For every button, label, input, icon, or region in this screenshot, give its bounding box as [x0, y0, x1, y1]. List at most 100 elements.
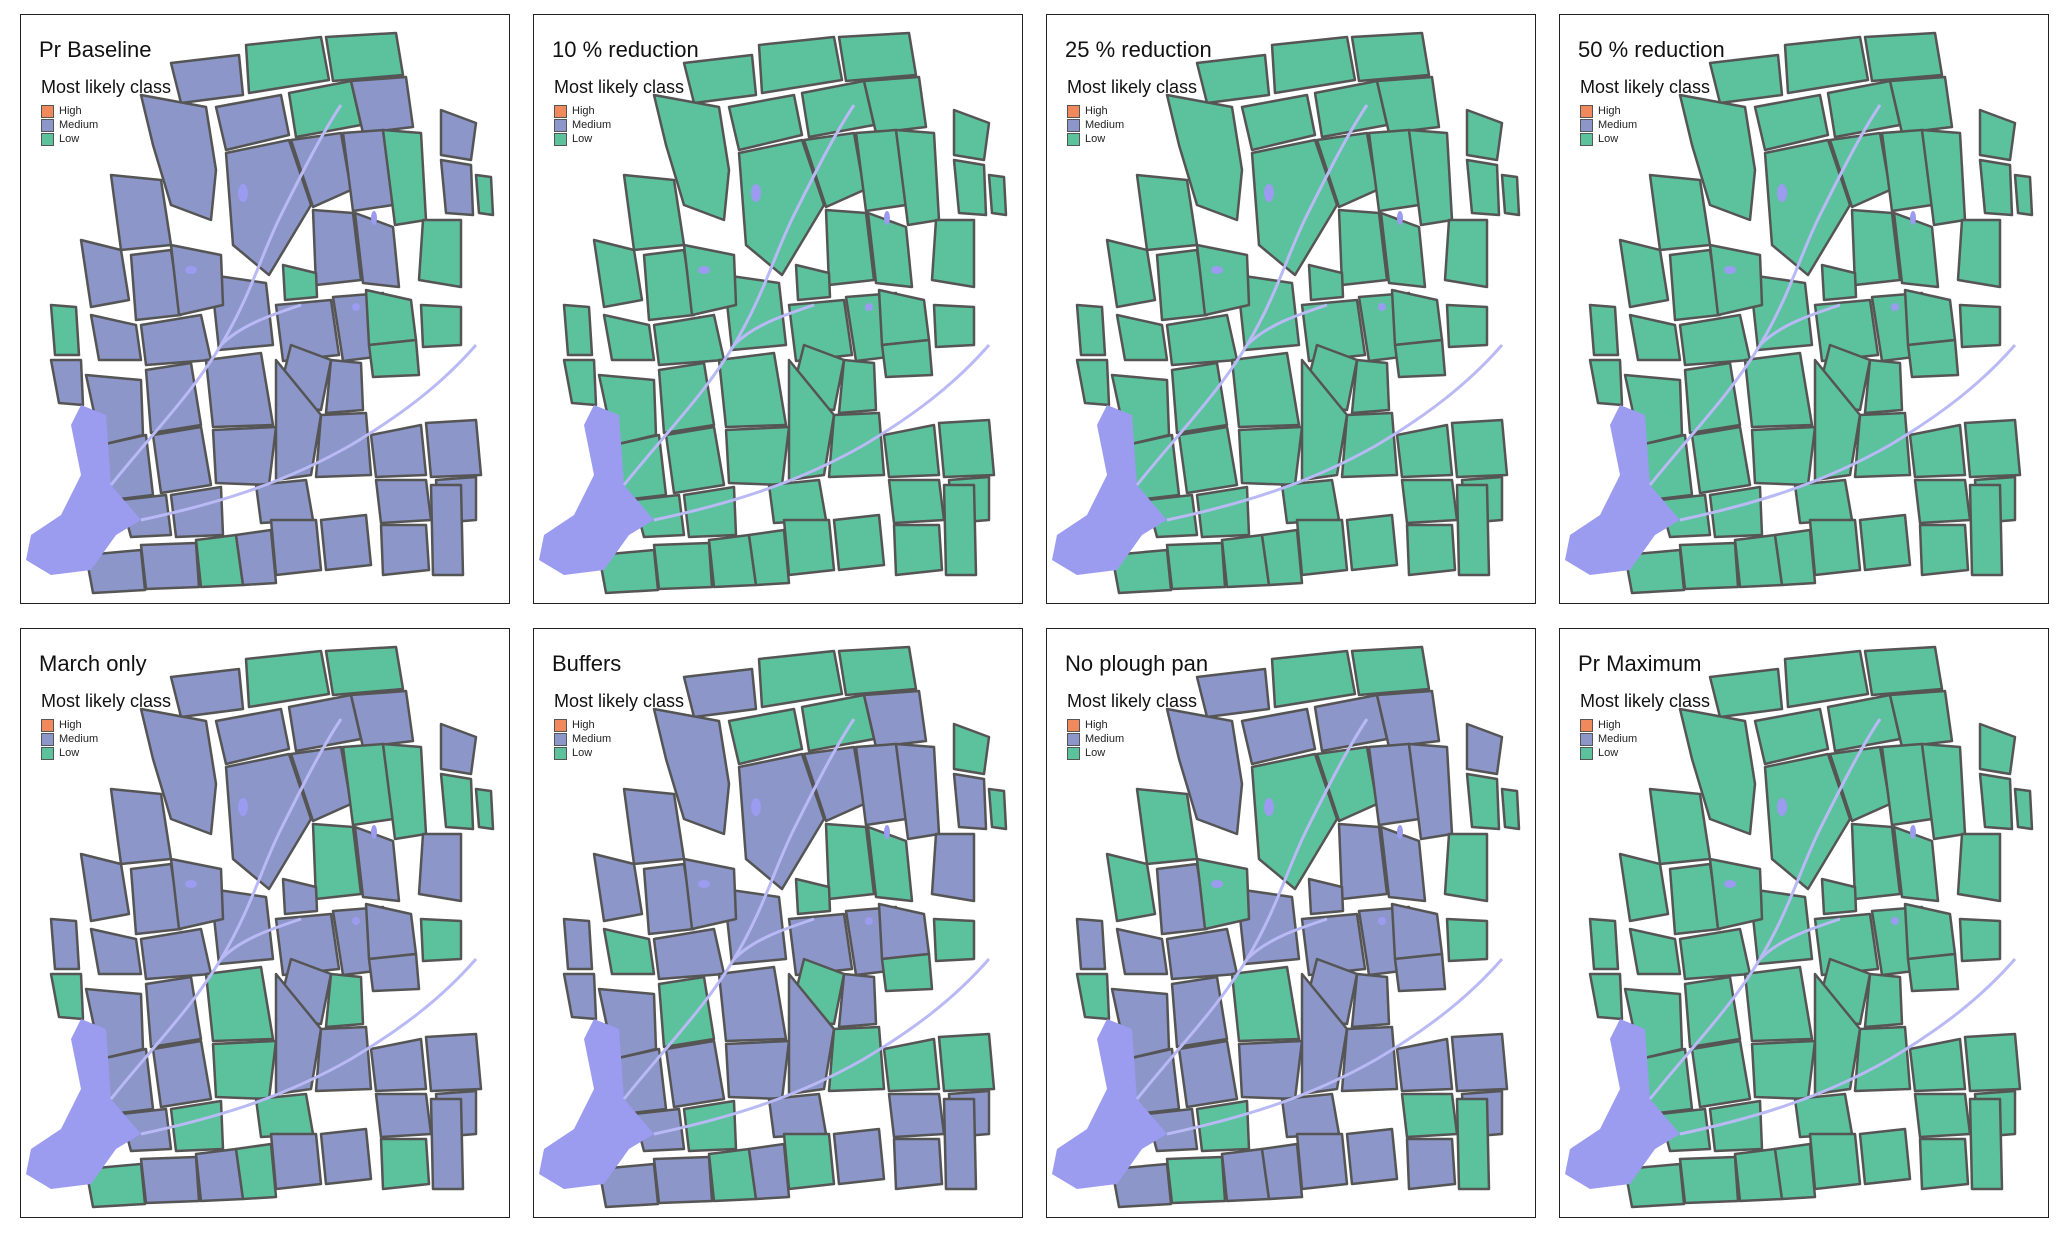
field-polygon — [169, 1099, 225, 1153]
field-polygon — [1628, 313, 1682, 362]
field-polygon — [1379, 211, 1427, 289]
field-polygon — [109, 787, 173, 866]
map-panel: 50 % reduction Most likely class High Me… — [1559, 14, 2049, 604]
field-polygon — [49, 358, 85, 407]
field-polygon — [737, 752, 826, 891]
field-polygon — [1165, 1155, 1227, 1205]
pond — [371, 211, 377, 225]
legend-swatch-low — [1067, 132, 1080, 146]
legend-label-medium: Medium — [1085, 119, 1125, 131]
field-polygon — [49, 917, 81, 971]
stream-channel — [1758, 303, 1841, 347]
legend-item: High — [41, 104, 171, 118]
field-polygon — [1230, 965, 1301, 1043]
field-polygon — [1075, 917, 1107, 971]
field-polygon — [1350, 358, 1391, 415]
field-polygon — [1407, 128, 1454, 227]
field-polygon — [942, 1097, 978, 1191]
field-polygon — [281, 877, 319, 916]
field-polygon — [1235, 273, 1301, 352]
field-polygon — [1350, 972, 1391, 1029]
field-polygon — [747, 528, 791, 587]
field-polygon — [274, 972, 323, 1096]
field-polygon — [1908, 423, 1967, 479]
field-polygon — [1892, 825, 1940, 903]
field-polygon — [1750, 1039, 1817, 1101]
field-polygon — [866, 211, 914, 289]
field-polygon — [937, 418, 996, 479]
field-polygon — [324, 358, 365, 415]
field-polygon — [417, 832, 463, 903]
field-polygon — [1678, 927, 1752, 981]
legend-label-high: High — [1085, 719, 1108, 731]
field-polygon — [1230, 351, 1301, 429]
field-polygon — [417, 218, 463, 289]
field-polygon — [727, 93, 804, 152]
field-polygon — [887, 1092, 946, 1139]
field-polygon — [1393, 338, 1447, 379]
field-polygon — [1307, 263, 1345, 302]
legend-swatch-medium — [1067, 118, 1080, 132]
pond — [185, 880, 197, 888]
field-polygon — [1623, 548, 1686, 595]
field-polygon — [862, 689, 928, 749]
stream-channel — [1135, 718, 1369, 1100]
field-polygon — [1177, 425, 1239, 495]
legend-label-low: Low — [572, 747, 593, 759]
legend-swatch-high — [41, 104, 54, 118]
field-polygon — [894, 128, 941, 227]
pond — [1397, 211, 1403, 225]
field-polygon — [597, 1162, 660, 1209]
legend-item: Medium — [554, 732, 684, 746]
field-polygon — [1588, 972, 1624, 1021]
field-polygon — [1170, 975, 1229, 1049]
field-polygon — [1379, 825, 1427, 903]
legend: Most likely class High Medium Low — [554, 691, 684, 760]
pond — [1378, 303, 1386, 311]
field-polygon — [139, 541, 201, 591]
pond — [751, 184, 761, 202]
field-polygon — [1913, 1092, 1972, 1139]
field-polygon — [880, 952, 934, 993]
field-polygon — [224, 138, 313, 277]
field-polygon — [89, 927, 143, 976]
map-panel: March only Most likely class High Medium… — [20, 628, 510, 1218]
field-polygon — [79, 238, 131, 309]
estuary-water — [1565, 405, 1680, 575]
field-polygon — [1165, 927, 1239, 981]
legend-swatch-medium — [554, 118, 567, 132]
legend-swatch-low — [554, 746, 567, 760]
map-panel: 25 % reduction Most likely class High Me… — [1046, 14, 1536, 604]
field-polygon — [1170, 361, 1229, 435]
stream-channel — [653, 958, 991, 1136]
field-polygon — [224, 752, 313, 891]
field-polygon — [169, 667, 245, 719]
field-polygon — [139, 707, 218, 836]
field-polygon — [887, 478, 946, 525]
field-polygon — [1956, 832, 2002, 903]
estuary-water — [1052, 405, 1167, 575]
field-polygon — [602, 313, 656, 362]
field-polygon — [837, 358, 878, 415]
field-polygon — [1623, 1162, 1686, 1209]
field-polygon — [367, 952, 421, 993]
legend-swatch-medium — [41, 732, 54, 746]
field-polygon — [827, 411, 886, 479]
field-polygon — [1690, 1039, 1752, 1109]
panel-title: 50 % reduction — [1578, 37, 1725, 62]
field-map — [1052, 31, 1521, 595]
field-polygon — [932, 917, 976, 963]
pond — [352, 917, 360, 925]
field-polygon — [1075, 972, 1111, 1021]
field-polygon — [211, 1039, 278, 1101]
stream-channel — [140, 958, 478, 1136]
field-polygon — [353, 211, 401, 289]
field-polygon — [364, 288, 418, 347]
field-polygon — [139, 313, 213, 367]
field-polygon — [311, 822, 363, 901]
estuary-water — [1565, 1019, 1680, 1189]
field-polygon — [592, 852, 644, 923]
pond — [1211, 880, 1223, 888]
map-panel: No plough pan Most likely class High Med… — [1046, 628, 1536, 1218]
field-polygon — [144, 361, 203, 435]
